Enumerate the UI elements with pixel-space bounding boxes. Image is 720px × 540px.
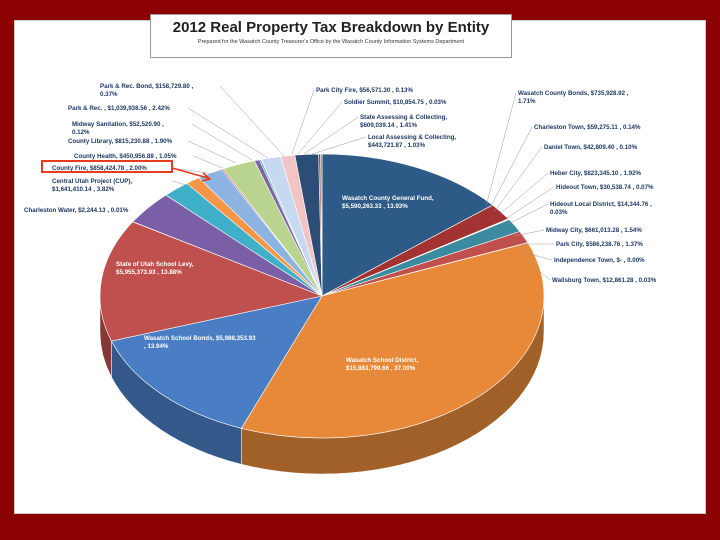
left-label-0: Park & Rec. Bond, $158,729.80 ,0.37% (100, 83, 193, 98)
right-leader-4 (503, 186, 555, 221)
right-leader-8 (521, 251, 553, 261)
chart-subtitle: Prepared for the Wasatch County Treasure… (197, 39, 465, 45)
pie-slice-0 (321, 153, 494, 297)
right-leader-0 (485, 92, 517, 207)
left-label-5-line1: County Fire, $858,424.78 , 2.00% (52, 165, 147, 172)
right-label-9: Wallsburg Town, $12,861.28 , 0.03% (552, 277, 657, 284)
chart-title-box: 2012 Real Property Tax Breakdown by Enti… (150, 14, 512, 58)
right-label-0: Wasatch County Bonds, $735,928.92 ,1.71% (518, 90, 629, 105)
right-label-1-line1: Charleston Town, $59,275.11 , 0.14% (534, 124, 641, 131)
left-label-2-line2: 0.12% (72, 129, 90, 136)
right-leader-9 (523, 257, 551, 281)
inside-label-0-line1: Wasatch County General Fund, (342, 195, 434, 202)
right-label-7: Park City, $586,238.76 , 1.37% (556, 241, 643, 248)
county-fire-arrow (171, 167, 212, 182)
right-label-8: Independence Town, $- , 0.00% (554, 257, 645, 264)
pie-slice-9 (111, 295, 323, 429)
left-leader-6 (171, 180, 191, 187)
left-label-5: County Fire, $858,424.78 , 2.00% (52, 165, 147, 172)
right-label-7-line1: Park City, $586,238.76 , 1.37% (556, 241, 643, 248)
right-leader-2 (493, 146, 543, 213)
right-label-4: Hideout Town, $30,538.74 , 0.07% (556, 184, 654, 191)
county-fire-highlight (41, 160, 173, 173)
left-label-2-line1: Midway Sanitation, $52,520.90 , (72, 121, 164, 128)
right-label-2-line1: Daniel Town, $42,809.40 , 0.10% (544, 144, 638, 151)
inside-label-1-line2: $5,955,373.93 , 13.88% (116, 269, 182, 276)
right-label-5: Hideout Local District, $14,344.76 ,0.03… (550, 201, 652, 216)
pie-slice-25 (320, 153, 323, 297)
inside-label-3-line2: $15,883,799.66 , 37.00% (346, 365, 416, 372)
right-label-3: Heber City, $823,345.10 , 1.92% (550, 170, 642, 177)
inside-label-2: Wasatch School Bonds, $5,988,353.93, 13.… (144, 335, 256, 350)
left-leader-3 (187, 140, 237, 164)
right-label-2: Daniel Town, $42,809.40 , 0.10% (544, 144, 638, 151)
inside-label-1: State of Utah School Levy,$5,955,373.93 … (116, 261, 194, 276)
left-label-4: County Health, $450,956.88 , 1.05% (74, 153, 177, 160)
top-leader-0 (291, 89, 315, 155)
left-label-1: Park & Rec. , $1,039,938.56 , 2.42% (68, 105, 170, 112)
top-leader-3 (311, 136, 367, 155)
inside-label-2-line1: Wasatch School Bonds, $5,988,353.93 (144, 335, 256, 342)
pie-slice-10 (99, 221, 324, 342)
right-label-0-line1: Wasatch County Bonds, $735,928.92 , (518, 90, 629, 97)
inside-label-2-line2: , 13.94% (144, 343, 169, 350)
top-label-3-line1: Local Assessing & Collecting, (368, 134, 456, 141)
top-label-2-line2: $609,039.14 , 1.41% (360, 122, 418, 129)
inside-label-3: Wasatch School District,$15,883,799.66 ,… (346, 357, 419, 372)
left-label-6: Central Utah Project (CUP),$1,641,410.14… (52, 178, 132, 193)
top-label-2-line1: State Assessing & Collecting, (360, 114, 447, 121)
left-leader-0 (219, 85, 285, 157)
top-label-0: Park City Fire, $56,571.30 , 0.13% (316, 87, 413, 94)
right-leader-5 (507, 203, 549, 225)
pie-slices (99, 153, 545, 439)
inside-label-1-line1: State of Utah School Levy, (116, 261, 194, 268)
right-label-5-line1: Hideout Local District, $14,344.76 , (550, 201, 652, 208)
left-label-3-line1: County Library, $815,230.88 , 1.90% (68, 138, 173, 145)
left-label-1-line1: Park & Rec. , $1,039,938.56 , 2.42% (68, 105, 170, 112)
top-label-2: State Assessing & Collecting,$609,039.14… (360, 114, 447, 129)
right-leader-3 (499, 172, 549, 215)
left-label-3: County Library, $815,230.88 , 1.90% (68, 138, 173, 145)
right-label-6: Midway City, $661,013.28 , 1.54% (546, 227, 642, 234)
top-leader-2 (303, 116, 359, 155)
left-label-0-line1: Park & Rec. Bond, $158,729.80 , (100, 83, 193, 90)
chart-title: 2012 Real Property Tax Breakdown by Enti… (172, 19, 490, 36)
right-label-6-line1: Midway City, $661,013.28 , 1.54% (546, 227, 642, 234)
left-leader-5 (171, 167, 215, 175)
right-label-8-line1: Independence Town, $- , 0.00% (554, 257, 645, 264)
top-leader-1 (297, 101, 343, 155)
left-label-7-line1: Charleston Water, $2,244.13 , 0.01% (24, 207, 129, 214)
left-label-4-line1: County Health, $450,956.88 , 1.05% (74, 153, 177, 160)
right-leader-6 (513, 229, 545, 237)
right-label-9-line1: Wallsburg Town, $12,861.28 , 0.03% (552, 277, 657, 284)
left-leader-4 (193, 155, 223, 169)
left-label-6-line2: $1,641,410.14 , 3.82% (52, 186, 115, 193)
inside-label-3-line1: Wasatch School District, (346, 357, 419, 364)
left-label-2: Midway Sanitation, $52,520.90 ,0.12% (72, 121, 164, 136)
right-label-0-line2: 1.71% (518, 98, 536, 105)
right-label-1: Charleston Town, $59,275.11 , 0.14% (534, 124, 641, 131)
left-label-6-line1: Central Utah Project (CUP), (52, 178, 132, 185)
inside-label-0-line2: $5,590,263.33 , 13.93% (342, 203, 408, 210)
right-label-3-line1: Heber City, $823,345.10 , 1.92% (550, 170, 642, 177)
pie-slice-8 (240, 242, 545, 439)
left-label-0-line2: 0.37% (100, 91, 118, 98)
left-leader-1 (187, 107, 269, 159)
right-label-5-line2: 0.03% (550, 209, 568, 216)
right-label-4-line1: Hideout Town, $30,538.74 , 0.07% (556, 184, 654, 191)
top-label-3: Local Assessing & Collecting,$443,721.87… (368, 134, 456, 149)
left-label-7: Charleston Water, $2,244.13 , 0.01% (24, 207, 129, 214)
inside-label-0: Wasatch County General Fund,$5,590,263.3… (342, 195, 434, 210)
top-label-3-line2: $443,721.87 , 1.03% (368, 142, 426, 149)
left-leader-2 (191, 123, 253, 161)
top-label-1: Soldier Summit, $10,854.75 , 0.03% (344, 99, 447, 106)
right-leader-1 (489, 126, 533, 209)
top-label-0-line1: Park City Fire, $56,571.30 , 0.13% (316, 87, 413, 94)
top-label-1-line1: Soldier Summit, $10,854.75 , 0.03% (344, 99, 447, 106)
